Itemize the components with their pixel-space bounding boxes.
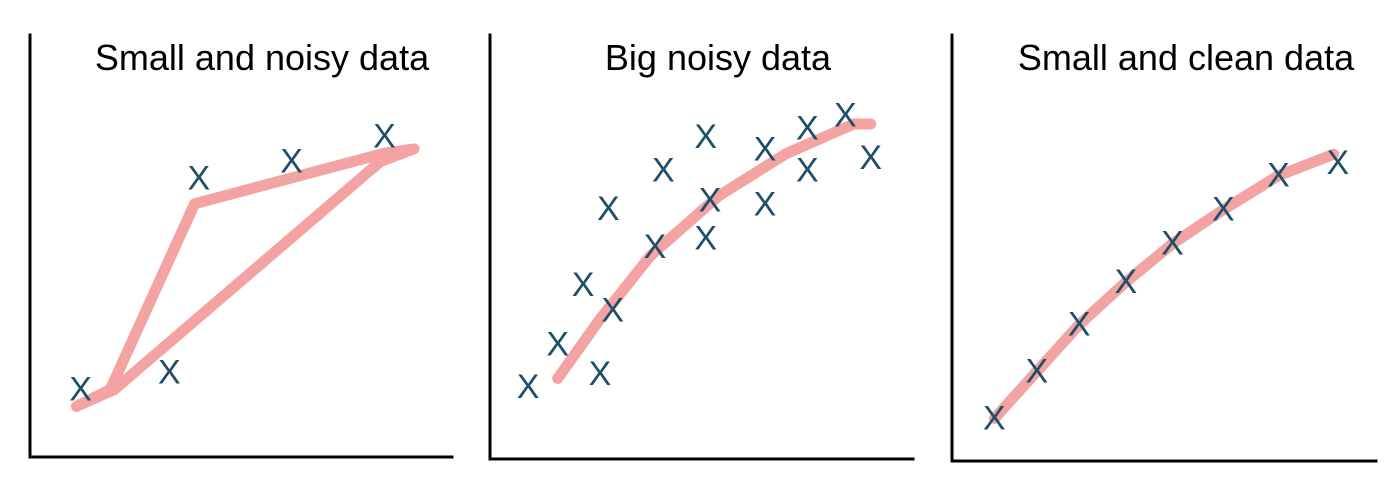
panel-title-small-noisy: Small and noisy data	[95, 37, 430, 78]
data-point-big-noisy-4: X	[589, 355, 612, 393]
data-point-small-clean-3: X	[1068, 306, 1091, 344]
data-point-big-noisy-13: X	[754, 131, 777, 169]
data-point-small-clean-6: X	[1212, 191, 1235, 229]
data-point-small-clean-4: X	[1114, 263, 1137, 301]
data-point-big-noisy-6: X	[597, 190, 620, 228]
axes-small-noisy	[28, 33, 454, 459]
axes-small-clean	[950, 33, 1378, 463]
data-point-big-noisy-16: X	[834, 97, 857, 135]
axes-big-noisy	[488, 33, 915, 461]
data-point-big-noisy-17: X	[859, 139, 882, 177]
data-point-big-noisy-9: X	[694, 220, 717, 258]
data-point-big-noisy-2: X	[546, 326, 569, 364]
data-point-small-noisy-4: X	[280, 143, 303, 181]
data-point-small-clean-5: X	[1161, 225, 1184, 263]
data-point-big-noisy-1: X	[517, 368, 540, 406]
data-point-small-clean-7: X	[1267, 157, 1290, 195]
data-point-big-noisy-3: X	[572, 266, 595, 304]
data-point-small-noisy-5: X	[373, 117, 396, 155]
data-point-small-noisy-3: X	[187, 160, 210, 198]
panel-title-small-clean: Small and clean data	[1018, 37, 1355, 78]
data-point-small-clean-2: X	[1025, 353, 1048, 391]
data-point-big-noisy-11: X	[694, 118, 717, 156]
data-point-small-noisy-2: X	[158, 354, 181, 392]
data-point-big-noisy-7: X	[644, 228, 667, 266]
data-point-big-noisy-5: X	[601, 292, 624, 330]
data-point-small-noisy-1: X	[69, 371, 92, 409]
data-point-small-clean-1: X	[983, 399, 1006, 437]
data-point-big-noisy-15: X	[796, 109, 819, 147]
data-point-big-noisy-14: X	[796, 152, 819, 190]
plot-area-small-noisy: X X X X X	[69, 117, 420, 412]
data-point-big-noisy-8: X	[652, 152, 675, 190]
panel-title-big-noisy: Big noisy data	[605, 37, 832, 78]
fit-curve-small-noisy	[70, 143, 420, 412]
data-point-big-noisy-10: X	[699, 181, 722, 219]
panel-small-noisy: Small and noisy data X X X X X	[28, 33, 454, 459]
fit-curve-big-noisy	[552, 118, 877, 384]
data-point-big-noisy-12: X	[754, 186, 777, 224]
data-point-small-clean-8: X	[1326, 144, 1349, 182]
fit-curve-small-clean	[988, 148, 1340, 424]
